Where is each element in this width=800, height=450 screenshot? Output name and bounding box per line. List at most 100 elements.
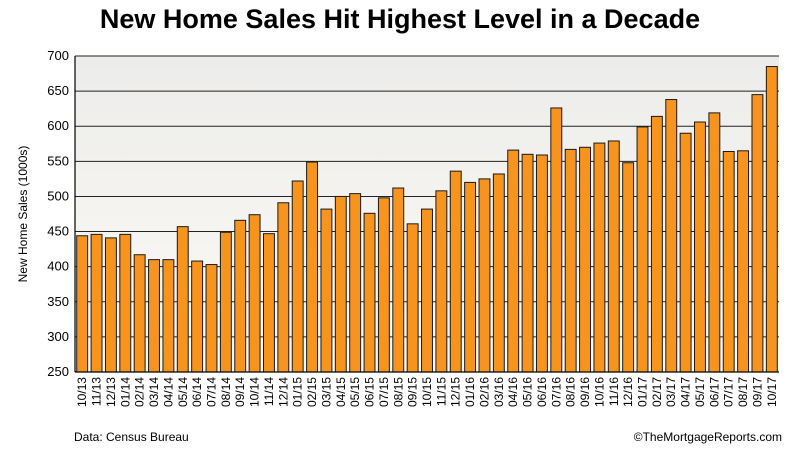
x-tick-label: 12/15	[449, 377, 463, 407]
x-tick-label: 03/15	[319, 377, 333, 407]
x-tick-label: 06/15	[363, 377, 377, 407]
x-tick-label: 11/14	[262, 377, 276, 406]
bar	[507, 149, 520, 373]
x-tick-label: 03/16	[492, 377, 506, 407]
bar	[162, 259, 175, 373]
bar	[363, 212, 376, 373]
bar	[579, 146, 592, 373]
x-tick-label: 06/16	[535, 377, 549, 407]
x-tick-label: 07/15	[377, 377, 391, 407]
x-tick-label: 05/16	[521, 377, 535, 407]
y-tick-label: 550	[47, 153, 69, 168]
x-tick-label: 09/14	[233, 377, 247, 407]
x-tick-label: 02/17	[650, 377, 664, 407]
bar	[90, 233, 103, 373]
bar	[535, 154, 548, 373]
bar	[320, 208, 333, 373]
bar	[751, 94, 764, 373]
x-tick-label: 07/14	[204, 377, 218, 407]
x-tick-label: 01/14	[118, 377, 132, 407]
y-tick-label: 400	[47, 259, 69, 274]
y-tick-label: 450	[47, 224, 69, 239]
bar	[464, 181, 477, 373]
x-tick-label: 05/15	[348, 377, 362, 407]
x-tick-label: 10/15	[420, 377, 434, 407]
bar	[421, 208, 433, 373]
bar	[176, 226, 189, 373]
bar	[262, 233, 275, 373]
bar	[622, 162, 635, 373]
bar	[76, 235, 89, 373]
bar	[334, 195, 347, 373]
bar	[148, 259, 160, 373]
x-tick-label: 09/15	[406, 377, 420, 407]
x-tick-label: 01/16	[463, 377, 477, 407]
bar	[349, 193, 362, 373]
x-tick-label: 07/17	[722, 377, 736, 407]
bar	[679, 132, 692, 373]
x-tick-label: 10/13	[75, 377, 89, 407]
source-note: Data: Census Bureau	[74, 430, 189, 444]
bar	[737, 150, 750, 373]
x-tick-label: 04/14	[161, 377, 175, 407]
bar	[406, 223, 419, 373]
bar	[665, 99, 678, 373]
y-tick-label: 250	[47, 364, 69, 379]
y-tick-label: 600	[47, 118, 69, 133]
x-tick-label: 01/17	[636, 377, 650, 407]
chart-title: New Home Sales Hit Highest Level in a De…	[99, 4, 701, 34]
bar	[765, 66, 778, 373]
x-tick-label: 11/13	[90, 377, 104, 406]
bar	[492, 173, 505, 373]
x-tick-label: 11/16	[607, 377, 621, 406]
bar	[435, 190, 448, 373]
x-tick-label: 10/16	[592, 377, 606, 407]
x-tick-label: 11/15	[434, 377, 448, 406]
bar	[104, 237, 117, 373]
x-tick-label: 10/17	[765, 377, 779, 407]
x-tick-label: 04/17	[679, 377, 693, 407]
bar	[191, 260, 204, 373]
bar	[291, 180, 304, 373]
bar	[708, 112, 721, 373]
y-tick-label: 500	[47, 188, 69, 203]
bar	[564, 148, 577, 373]
x-tick-label: 12/14	[276, 377, 290, 407]
x-tick-label: 02/15	[305, 377, 319, 407]
bar	[636, 126, 649, 373]
bar	[306, 161, 319, 373]
bar	[377, 197, 390, 373]
bar	[234, 219, 247, 373]
x-tick-label: 08/14	[219, 377, 233, 407]
y-tick-label: 700	[47, 48, 69, 63]
bar	[650, 115, 663, 373]
bar	[133, 254, 146, 373]
x-tick-label: 12/16	[621, 377, 635, 407]
bar	[205, 264, 218, 373]
x-tick-label: 10/14	[248, 377, 262, 407]
x-tick-label: 05/17	[693, 377, 707, 407]
x-tick-label: 04/15	[334, 377, 348, 407]
x-tick-label: 09/16	[578, 377, 592, 407]
x-tick-label: 05/14	[176, 377, 190, 407]
bar	[478, 178, 491, 373]
x-tick-label: 02/16	[477, 377, 491, 407]
bar	[248, 214, 261, 373]
y-tick-label: 300	[47, 329, 69, 344]
x-tick-label: 08/16	[564, 377, 578, 407]
bar	[722, 151, 735, 373]
y-tick-label: 350	[47, 294, 69, 309]
bar	[593, 142, 606, 373]
bar	[694, 121, 706, 373]
x-tick-label: 07/16	[549, 377, 563, 407]
x-tick-label: 03/17	[664, 377, 678, 407]
x-tick-label: 08/17	[736, 377, 750, 407]
credit-note: ©TheMortgageReports.com	[633, 430, 782, 444]
x-tick-label: 03/14	[147, 377, 161, 407]
bar	[550, 107, 563, 373]
bar	[607, 140, 620, 373]
bar	[219, 231, 232, 373]
x-tick-label: 08/15	[391, 377, 405, 407]
